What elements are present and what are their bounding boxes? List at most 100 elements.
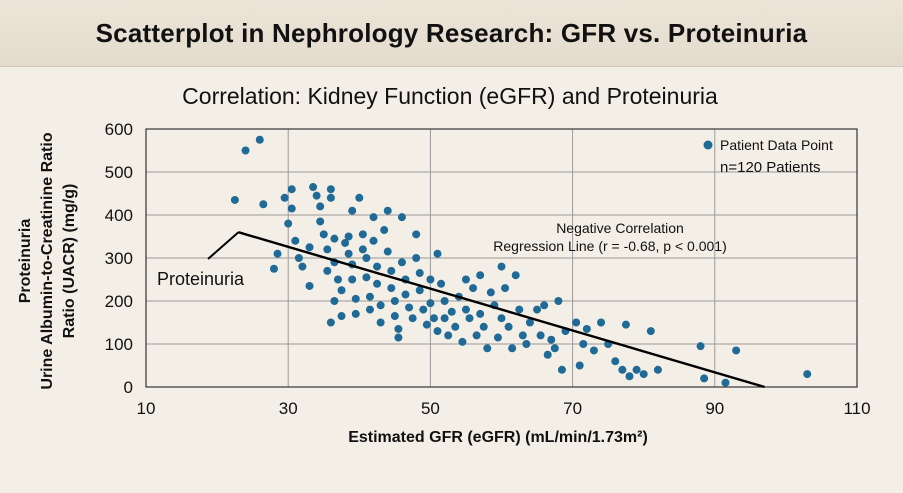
y-tick-label: 400	[105, 206, 133, 225]
data-point	[646, 327, 655, 336]
data-point	[621, 320, 630, 329]
data-point	[461, 305, 470, 314]
y-tick-label: 100	[105, 335, 133, 354]
data-point	[358, 245, 367, 254]
data-point	[355, 193, 364, 202]
data-point	[333, 275, 342, 284]
data-point	[316, 217, 325, 226]
data-point	[618, 365, 627, 374]
data-point	[700, 374, 709, 383]
data-point	[348, 275, 357, 284]
data-point	[533, 305, 542, 314]
data-point	[461, 275, 470, 284]
data-point	[508, 344, 517, 353]
data-point	[433, 249, 442, 258]
data-point	[287, 185, 296, 194]
data-point	[348, 206, 357, 215]
data-point	[422, 320, 431, 329]
data-point	[390, 312, 399, 321]
data-point	[397, 258, 406, 267]
y-axis-title: Proteinuria Urine Albumin-to-Creatinine …	[17, 132, 78, 389]
data-point	[589, 346, 598, 355]
data-point	[479, 322, 488, 331]
data-point	[415, 269, 424, 278]
data-point	[323, 245, 332, 254]
data-point	[365, 292, 374, 301]
data-point	[376, 318, 385, 327]
x-tick-label: 10	[137, 399, 156, 418]
data-point	[415, 286, 424, 295]
x-tick-label: 50	[421, 399, 440, 418]
data-point	[387, 266, 396, 275]
data-point	[419, 305, 428, 314]
data-point	[497, 314, 506, 323]
data-point	[611, 357, 620, 366]
data-points	[230, 135, 812, 387]
x-tick-label: 90	[705, 399, 724, 418]
data-point	[547, 335, 556, 344]
data-point	[412, 230, 421, 239]
data-point	[554, 297, 563, 305]
data-point	[298, 262, 307, 271]
data-point	[412, 254, 421, 262]
data-point	[426, 299, 435, 308]
page-title: Scatterplot in Nephrology Research: GFR …	[95, 17, 808, 48]
regression-label-line2: Regression Line (r = -0.68, p < 0.001)	[493, 238, 726, 254]
data-point	[316, 202, 325, 211]
data-point	[241, 146, 250, 155]
data-point	[305, 281, 314, 290]
x-tick-label: 30	[279, 399, 298, 418]
data-point	[522, 340, 531, 348]
x-tick-label: 110	[843, 399, 870, 418]
data-point	[337, 312, 346, 321]
data-point	[440, 314, 449, 323]
data-point	[653, 365, 662, 374]
data-point	[337, 286, 346, 295]
data-point	[309, 183, 318, 192]
y-tick-label: 500	[105, 163, 133, 182]
data-point	[394, 324, 403, 333]
data-point	[501, 284, 510, 293]
data-point	[493, 333, 502, 342]
data-point	[476, 309, 485, 318]
data-point	[525, 318, 534, 327]
data-point	[497, 262, 506, 271]
data-point	[458, 337, 467, 346]
regression-label-line1: Negative Correlation	[556, 220, 684, 236]
data-point	[572, 318, 581, 327]
data-point	[486, 288, 495, 297]
legend-note: n=120 Patients	[720, 159, 821, 176]
scatter-chart: Correlation: Kidney Function (eGFR) and …	[17, 83, 871, 446]
y-tick-label: 0	[124, 378, 133, 397]
data-point	[394, 333, 403, 342]
data-point	[426, 275, 435, 284]
data-point	[444, 331, 453, 340]
y-axis-ticks: 0 100 200 300 400 500 600	[105, 120, 133, 397]
data-point	[465, 314, 474, 323]
data-point	[341, 238, 350, 247]
data-point	[451, 322, 460, 331]
data-point	[255, 135, 264, 144]
data-point	[632, 365, 641, 374]
data-point	[390, 297, 399, 305]
data-point	[269, 264, 278, 273]
data-point	[543, 350, 552, 359]
data-point	[362, 273, 371, 282]
data-point	[597, 318, 606, 327]
data-point	[401, 290, 410, 299]
data-point	[326, 193, 335, 202]
data-point	[721, 378, 730, 387]
data-point	[373, 279, 382, 288]
data-point	[312, 191, 321, 200]
data-point	[696, 342, 705, 351]
data-point	[284, 219, 293, 228]
y-axis-title-line2: Urine Albumin-to-Creatinine Ratio	[39, 132, 56, 389]
x-axis-ticks: 10 30 50 70 90 110	[137, 399, 871, 418]
data-point	[476, 271, 485, 280]
data-point	[540, 301, 549, 310]
x-axis-title: Estimated GFR (eGFR) (mL/min/1.73m²)	[348, 429, 648, 446]
data-point	[469, 284, 478, 293]
data-point	[483, 344, 492, 353]
data-point	[504, 322, 513, 331]
y-tick-label: 600	[105, 120, 133, 139]
